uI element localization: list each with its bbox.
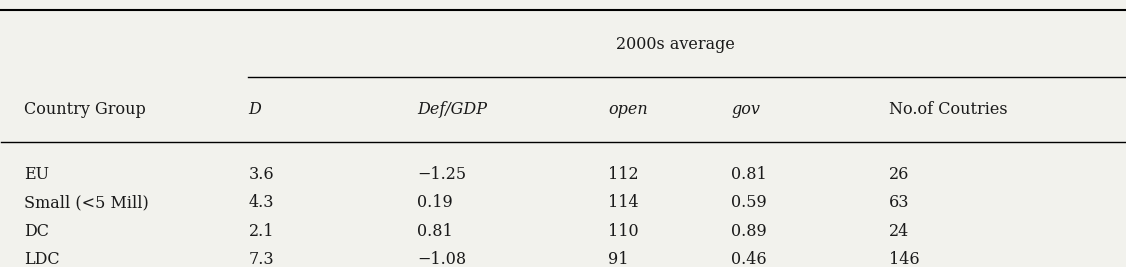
Text: 26: 26 [888, 166, 909, 183]
Text: 2000s average: 2000s average [616, 36, 735, 53]
Text: 110: 110 [608, 223, 638, 239]
Text: 0.81: 0.81 [417, 223, 453, 239]
Text: 24: 24 [888, 223, 909, 239]
Text: LDC: LDC [24, 251, 60, 267]
Text: open: open [608, 101, 647, 118]
Text: 3.6: 3.6 [249, 166, 274, 183]
Text: DC: DC [24, 223, 48, 239]
Text: 0.19: 0.19 [417, 194, 453, 211]
Text: −1.25: −1.25 [417, 166, 466, 183]
Text: 91: 91 [608, 251, 628, 267]
Text: 0.89: 0.89 [732, 223, 767, 239]
Text: 7.3: 7.3 [249, 251, 274, 267]
Text: 4.3: 4.3 [249, 194, 274, 211]
Text: 114: 114 [608, 194, 638, 211]
Text: −1.08: −1.08 [417, 251, 466, 267]
Text: EU: EU [24, 166, 48, 183]
Text: Small (<5 Mill): Small (<5 Mill) [24, 194, 149, 211]
Text: D: D [249, 101, 261, 118]
Text: 0.59: 0.59 [732, 194, 767, 211]
Text: gov: gov [732, 101, 760, 118]
Text: 63: 63 [888, 194, 909, 211]
Text: 0.81: 0.81 [732, 166, 767, 183]
Text: 146: 146 [888, 251, 919, 267]
Text: No.of Coutries: No.of Coutries [888, 101, 1008, 118]
Text: Country Group: Country Group [24, 101, 145, 118]
Text: 0.46: 0.46 [732, 251, 767, 267]
Text: 2.1: 2.1 [249, 223, 274, 239]
Text: Def/GDP: Def/GDP [417, 101, 486, 118]
Text: 112: 112 [608, 166, 638, 183]
